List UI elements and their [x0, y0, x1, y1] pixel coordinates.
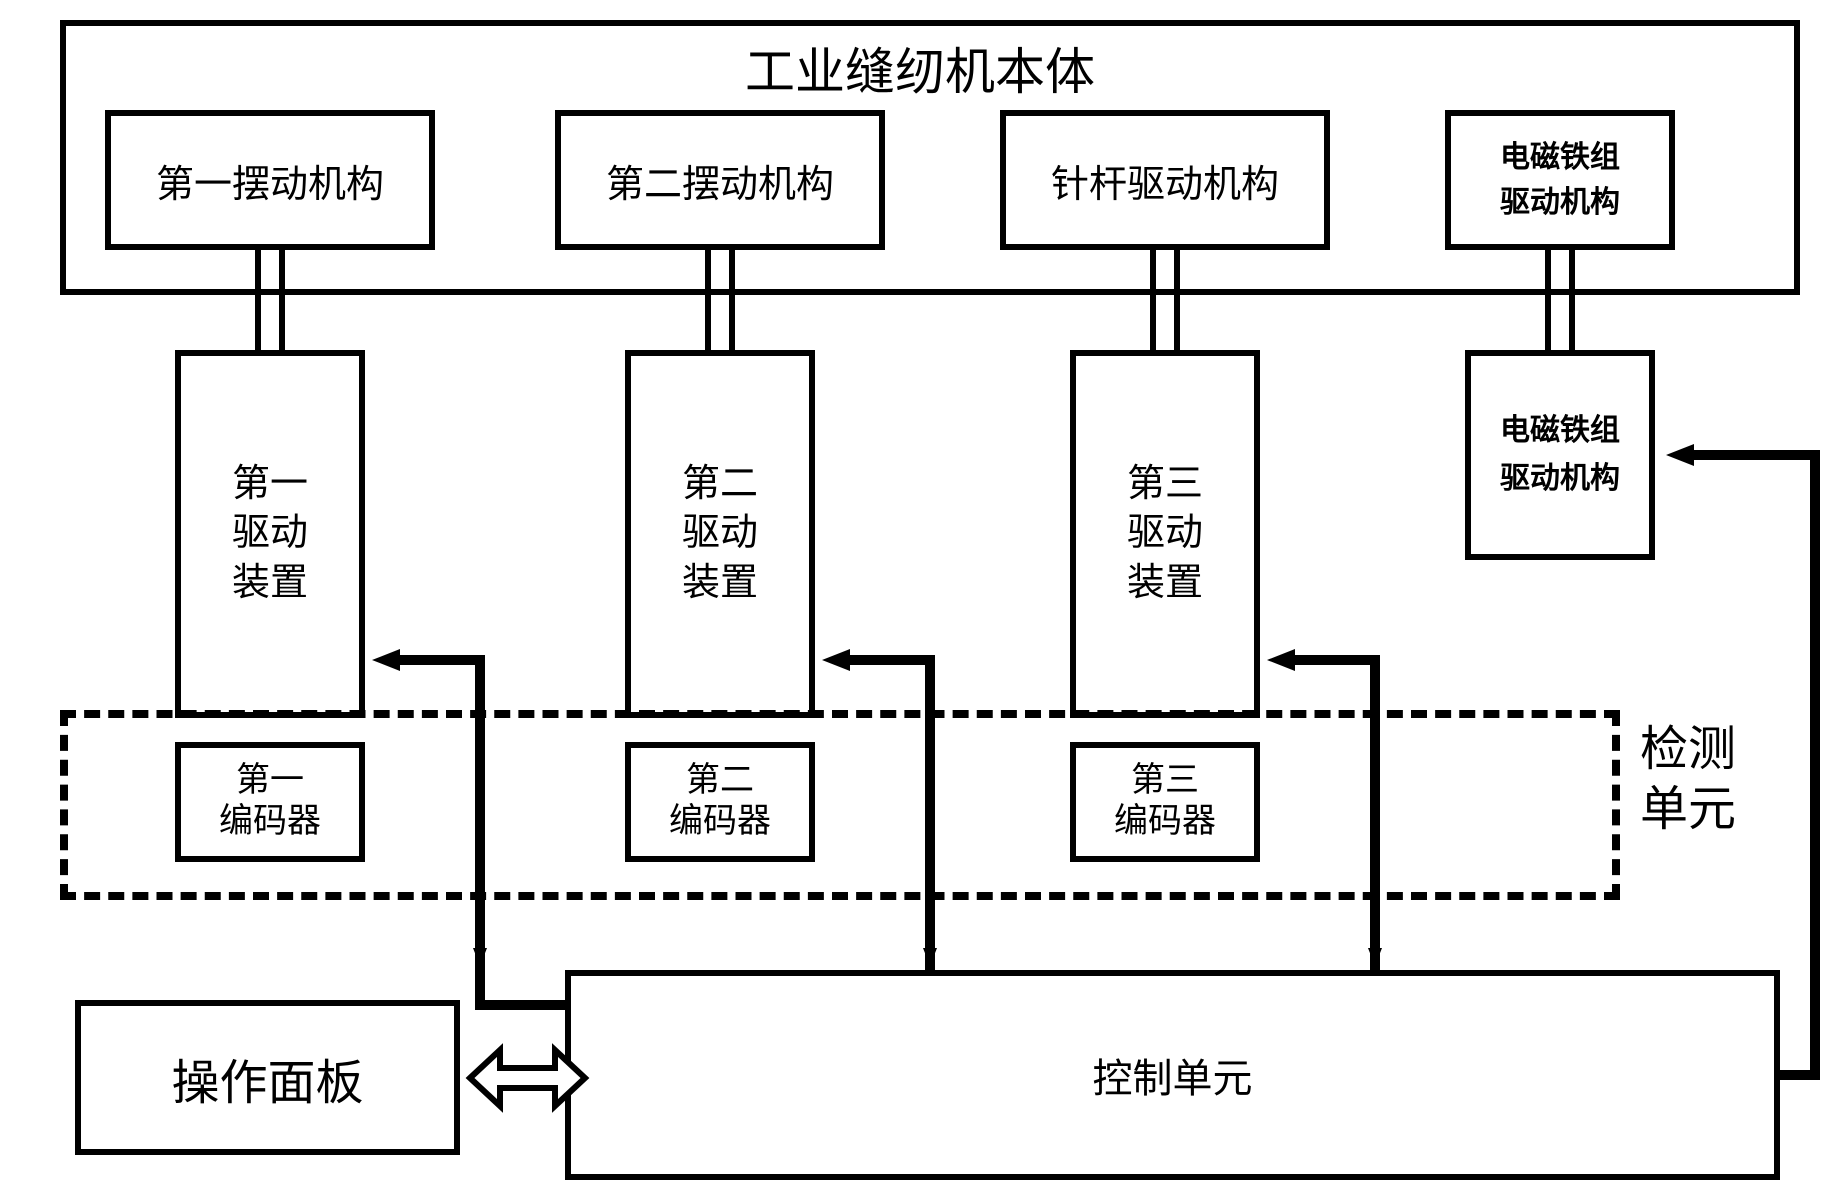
top-box-3-label: 针杆驱动机构: [1051, 153, 1279, 208]
panel-label: 操作面板: [171, 1043, 363, 1113]
top-box-3: 针杆驱动机构: [1000, 110, 1330, 250]
control-label: 控制单元: [1093, 1046, 1253, 1104]
detect-unit-label: 检测 单元: [1640, 720, 1736, 840]
drive-2-label: 第二 驱动 装置: [682, 460, 758, 608]
panel-box: 操作面板: [75, 1000, 460, 1155]
main-title: 工业缝纫机本体: [520, 32, 1320, 104]
drive-box-2: 第二 驱动 装置: [625, 350, 815, 718]
top-box-1-label: 第一摆动机构: [156, 153, 384, 208]
conn-top-3: [1150, 250, 1180, 350]
top-box-2-label: 第二摆动机构: [606, 153, 834, 208]
conn-top-4: [1545, 250, 1575, 350]
conn-top-2: [705, 250, 735, 350]
top-box-4: 电磁铁组 驱动机构: [1445, 110, 1675, 250]
top-box-1: 第一摆动机构: [105, 110, 435, 250]
drive-1-label: 第一 驱动 装置: [232, 460, 308, 608]
detect-unit-box: [60, 710, 1620, 900]
em-drive-label: 电磁铁组 驱动机构: [1500, 407, 1620, 503]
em-drive-box: 电磁铁组 驱动机构: [1465, 350, 1655, 560]
top-box-4-label: 电磁铁组 驱动机构: [1500, 135, 1620, 225]
conn-top-1: [255, 250, 285, 350]
drive-box-3: 第三 驱动 装置: [1070, 350, 1260, 718]
control-box: 控制单元: [565, 970, 1780, 1180]
drive-box-1: 第一 驱动 装置: [175, 350, 365, 718]
top-box-2: 第二摆动机构: [555, 110, 885, 250]
drive-3-label: 第三 驱动 装置: [1127, 460, 1203, 608]
